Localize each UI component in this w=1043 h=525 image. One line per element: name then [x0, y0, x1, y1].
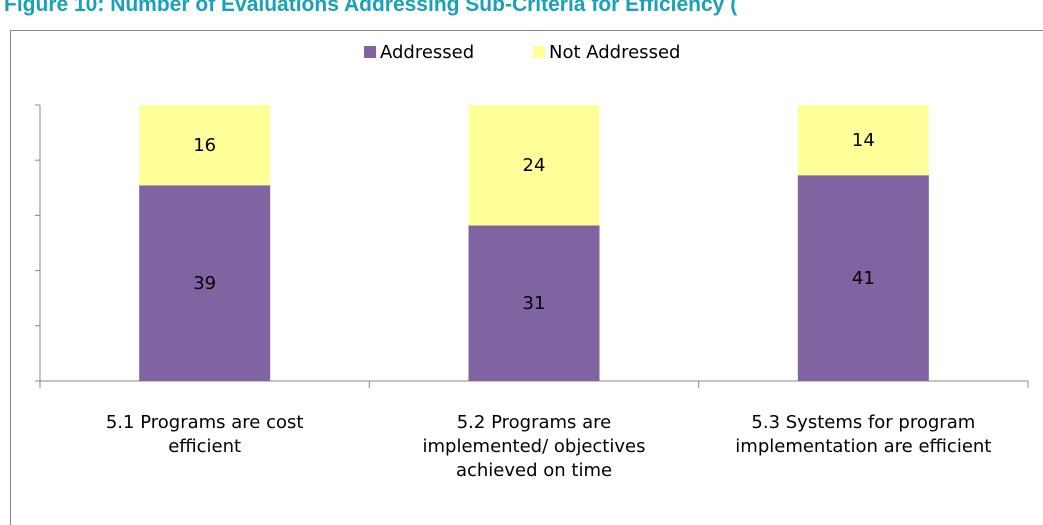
- data-label: 39: [193, 273, 216, 294]
- x-tick-label: 5.1 Programs are cost efficient: [105, 412, 304, 457]
- legend-label: Addressed: [380, 42, 474, 63]
- bar-segment: [139, 105, 271, 186]
- x-tick-label: 5.2 Programs are implemented/ objectives…: [422, 412, 646, 481]
- chart-frame: [10, 30, 1043, 525]
- data-label: 16: [193, 135, 216, 156]
- bar-segment: [468, 105, 600, 226]
- data-label: 14: [852, 130, 875, 151]
- data-label: 24: [523, 155, 546, 176]
- data-label: 31: [523, 293, 546, 314]
- bar-segment: [797, 175, 929, 381]
- bar-segment: [139, 185, 271, 381]
- x-tick-label: 5.3 Systems for program implementation a…: [735, 412, 992, 457]
- bar-segment: [468, 225, 600, 381]
- legend-swatch: [533, 46, 545, 58]
- legend-swatch: [364, 46, 376, 58]
- legend-label: Not Addressed: [549, 42, 680, 63]
- chart-title: Figure 10: Number of Evaluations Address…: [4, 0, 738, 16]
- bar-segment: [797, 105, 929, 176]
- data-label: 41: [852, 268, 875, 289]
